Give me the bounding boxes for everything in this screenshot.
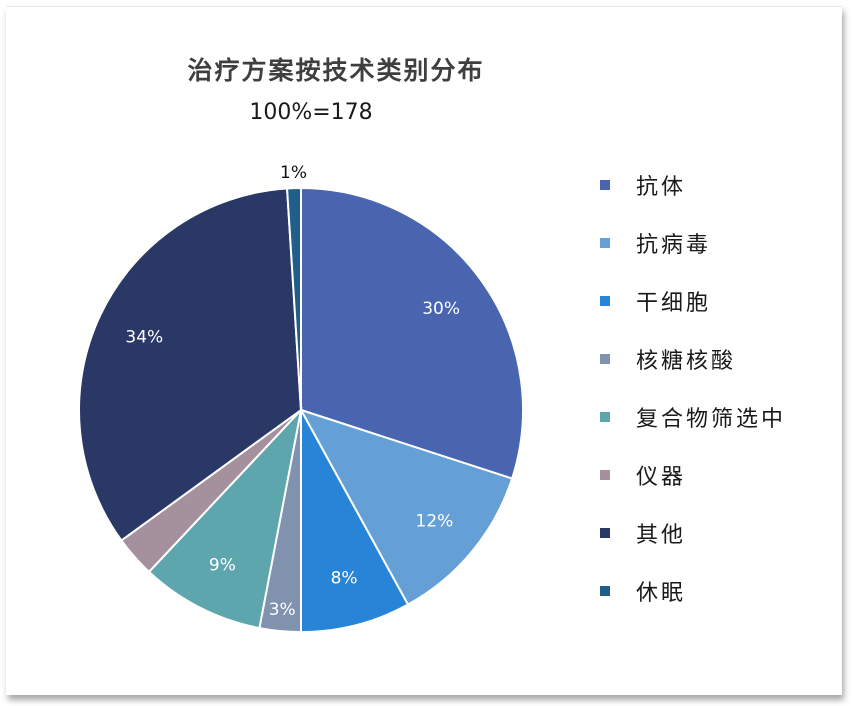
slice-label-7: 1% — [280, 163, 307, 183]
legend-swatch — [600, 179, 610, 190]
legend-item-3: 核糖核酸 — [600, 344, 786, 374]
legend-swatch — [600, 237, 610, 248]
slice-label-1: 12% — [416, 511, 454, 531]
legend-label: 抗体 — [636, 174, 687, 200]
legend-swatch — [600, 353, 610, 364]
slice-label-0: 30% — [422, 299, 460, 319]
legend-label: 仪器 — [636, 464, 687, 490]
legend-item-6: 其他 — [600, 518, 786, 548]
legend-item-0: 抗体 — [600, 170, 786, 200]
pie-slice-4 — [147, 406, 303, 630]
legend-label: 核糖核酸 — [636, 348, 737, 374]
slice-label-4: 9% — [209, 555, 236, 575]
legend-label: 干细胞 — [636, 290, 712, 316]
chart-title: 治疗方案按技术类别分布 — [187, 56, 485, 85]
legend-item-5: 仪器 — [600, 460, 786, 490]
slice-label-2: 8% — [331, 569, 358, 589]
legend-label: 抗病毒 — [636, 232, 712, 258]
legend-item-2: 干细胞 — [600, 286, 786, 316]
legend-item-7: 休眠 — [600, 576, 786, 606]
legend-item-1: 抗病毒 — [600, 228, 786, 258]
chart-subtitle: 100%=178 — [249, 100, 373, 125]
slice-label-3: 3% — [269, 600, 296, 620]
pie-slice-6 — [78, 187, 303, 542]
pie-slice-0 — [300, 186, 524, 480]
legend-label: 其他 — [636, 522, 687, 548]
legend-swatch — [600, 469, 610, 480]
legend-swatch — [600, 295, 610, 306]
legend-swatch — [600, 527, 610, 538]
legend-label: 复合物筛选中 — [636, 406, 787, 432]
legend-swatch — [600, 411, 610, 422]
slice-label-6: 34% — [125, 327, 163, 347]
legend-item-4: 复合物筛选中 — [600, 402, 787, 432]
pie-slice-7 — [285, 186, 302, 411]
legend-swatch — [600, 585, 610, 596]
pie-slice-2 — [300, 409, 410, 634]
legend-label: 休眠 — [636, 580, 687, 606]
pie-slice-1 — [298, 408, 514, 606]
legend: 抗体抗病毒干细胞核糖核酸复合物筛选中 仪器其他休眠 — [600, 170, 786, 634]
